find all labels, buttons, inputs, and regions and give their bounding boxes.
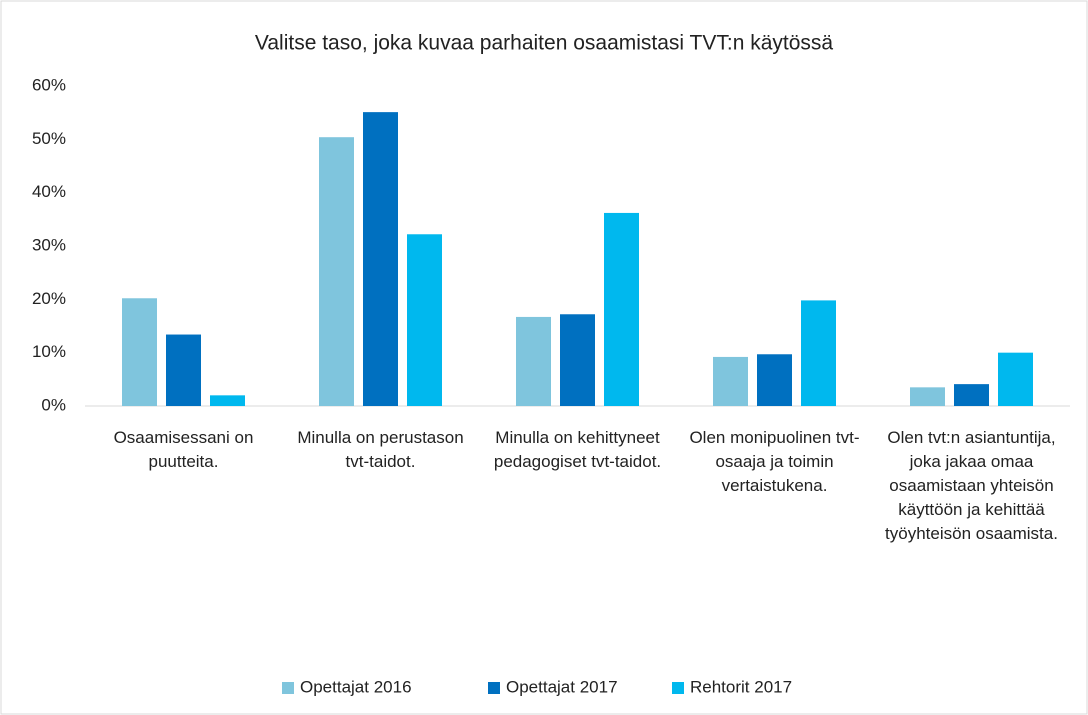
x-tick-label: Minulla on perustason tvt-taidot. — [297, 428, 464, 471]
legend-swatch — [672, 682, 684, 694]
bar — [910, 387, 945, 406]
x-tick-label: Minulla on kehittyneet pedagogiset tvt-t… — [493, 428, 662, 471]
bar — [713, 356, 748, 406]
y-tick-label: 10% — [32, 342, 66, 361]
bar — [363, 112, 398, 406]
bar — [166, 334, 201, 406]
y-tick-label: 40% — [32, 182, 66, 201]
x-tick-label: Osaamisessani on puutteita. — [113, 428, 254, 471]
legend-label: Rehtorit 2017 — [690, 677, 792, 696]
bar — [604, 212, 639, 406]
y-tick-label: 30% — [32, 235, 66, 254]
bar — [122, 298, 157, 406]
legend-label: Opettajat 2016 — [300, 677, 412, 696]
bar — [954, 384, 989, 406]
bar — [801, 300, 836, 406]
x-tick-label: Olen tvt:n asiantuntija, joka jakaa omaa… — [885, 428, 1058, 543]
legend-label: Opettajat 2017 — [506, 677, 618, 696]
y-tick-label: 60% — [32, 75, 66, 94]
legend-swatch — [282, 682, 294, 694]
y-tick-label: 50% — [32, 129, 66, 148]
bar — [998, 352, 1033, 406]
legend-swatch — [488, 682, 500, 694]
bar — [319, 137, 354, 406]
bar — [516, 316, 551, 406]
bar — [560, 314, 595, 406]
bar — [757, 354, 792, 406]
bar — [407, 234, 442, 406]
bar — [210, 395, 245, 406]
y-tick-label: 20% — [32, 289, 66, 308]
y-tick-label: 0% — [41, 395, 66, 414]
x-tick-label: Olen monipuolinen tvt-osaaja ja toimin v… — [689, 428, 860, 495]
chart-title: Valitse taso, joka kuvaa parhaiten osaam… — [255, 32, 834, 55]
